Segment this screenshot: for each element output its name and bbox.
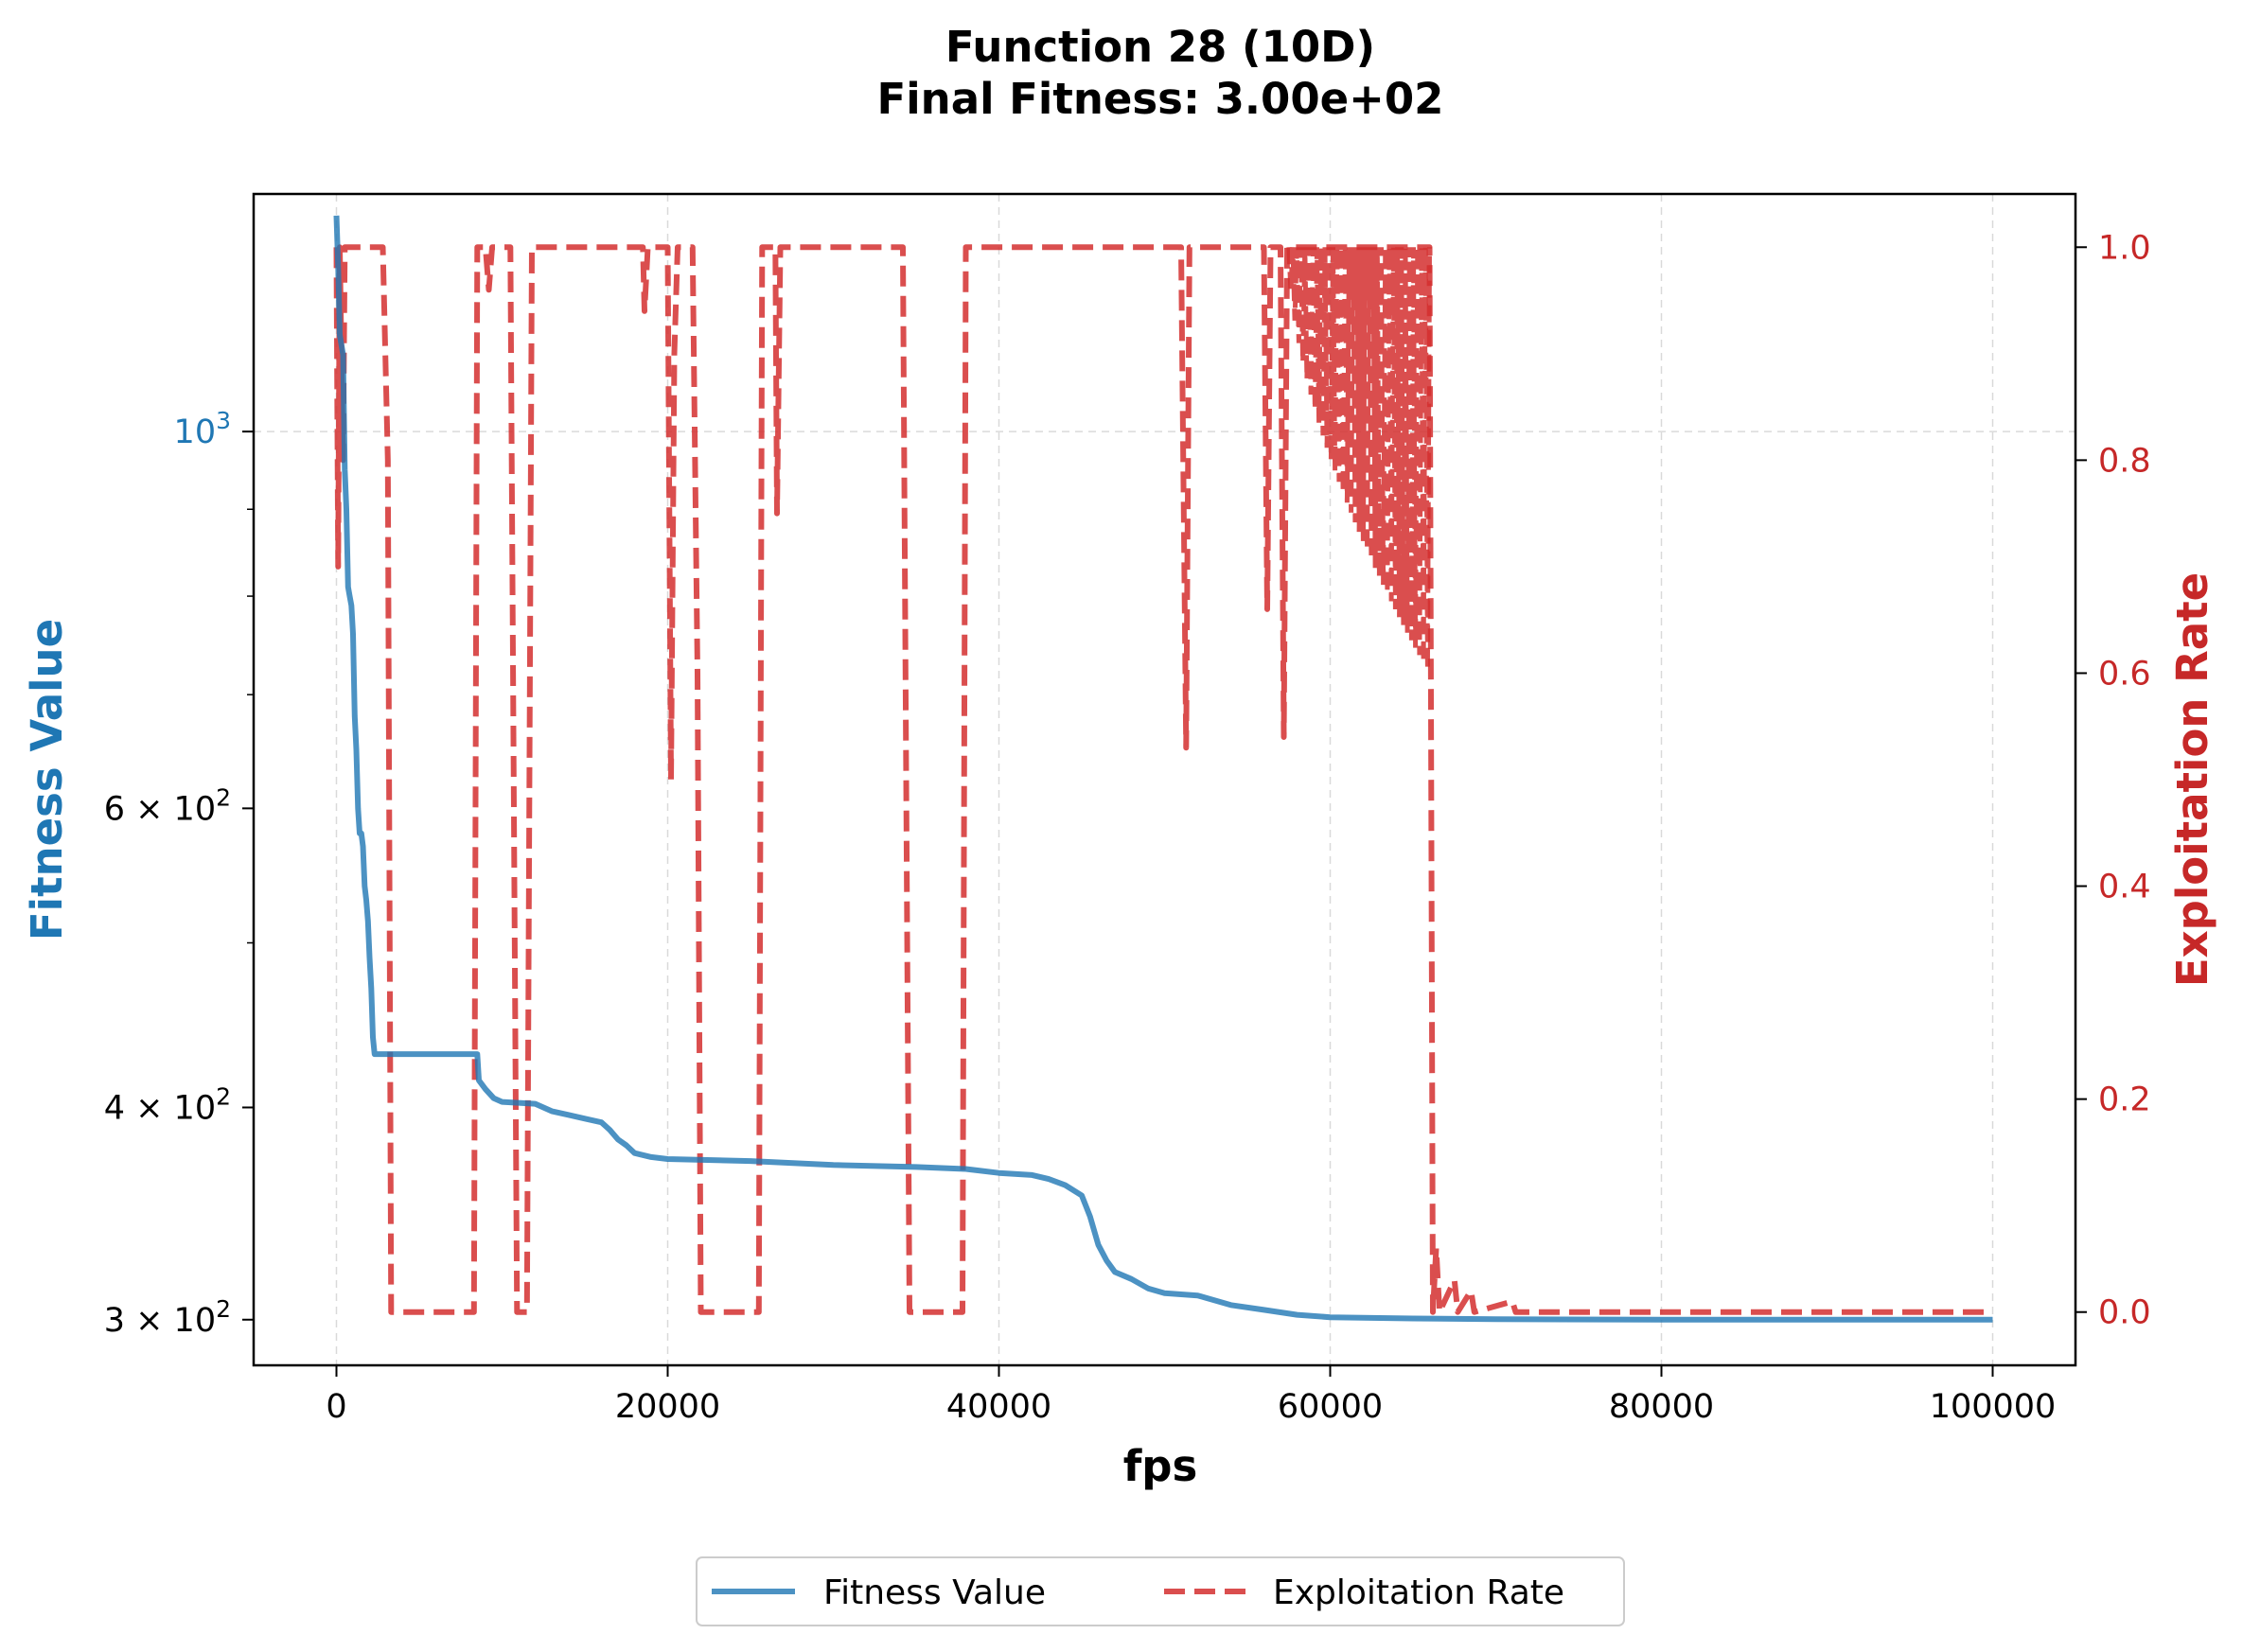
y-right-tick-label: 0.6 [2098, 655, 2151, 693]
plot-frame [252, 192, 2077, 1367]
y-left-tick-label: 103 [174, 407, 231, 451]
x-axis-ticks: 0 20000 40000 60000 80000 100000 [326, 1365, 2056, 1426]
y-right-tick-label: 0.4 [2098, 869, 2151, 906]
y-left-axis-label: Fitness Value [22, 619, 72, 940]
chart-subtitle: Final Fitness: 3.00e+02 [877, 74, 1444, 124]
y-left-tick-label: 3 × 102 [104, 1295, 231, 1340]
chart-title: Function 28 (10D) [945, 22, 1375, 72]
x-tick-label: 80000 [1609, 1388, 1714, 1426]
y-right-tick-label: 1.0 [2098, 229, 2151, 267]
y-right-axis-ticks: 0.0 0.2 0.4 0.6 0.8 1.0 [2075, 229, 2151, 1332]
y-right-axis-label: Exploitation Rate [2167, 572, 2217, 987]
legend-exploitation-label: Exploitation Rate [1273, 1573, 1564, 1612]
y-right-tick-label: 0.2 [2098, 1081, 2151, 1119]
x-tick-label: 0 [326, 1388, 346, 1426]
fitness-value-line [333, 215, 1993, 1323]
exploitation-rate-oscillation [1286, 247, 1432, 670]
x-tick-label: 60000 [1278, 1388, 1383, 1426]
y-right-tick-label: 0.8 [2098, 442, 2151, 480]
x-tick-label: 20000 [615, 1388, 720, 1426]
y-left-tick-label: 4 × 102 [104, 1082, 231, 1127]
series-layer [333, 215, 1993, 1323]
legend: Fitness Value Exploitation Rate [696, 1556, 1625, 1626]
y-left-axis-ticks: 103 6 × 102 4 × 102 3 × 102 [104, 407, 254, 1340]
legend-fitness-label: Fitness Value [823, 1573, 1046, 1612]
y-left-tick-label: 6 × 102 [104, 783, 231, 828]
x-tick-label: 100000 [1930, 1388, 2057, 1426]
grid [254, 194, 2075, 1365]
y-right-tick-label: 0.0 [2098, 1294, 2151, 1332]
legend-box [696, 1556, 1625, 1626]
x-tick-label: 40000 [946, 1388, 1051, 1426]
x-axis-label: fps [1123, 1441, 1198, 1491]
exploitation-rate-line [333, 244, 1993, 1315]
